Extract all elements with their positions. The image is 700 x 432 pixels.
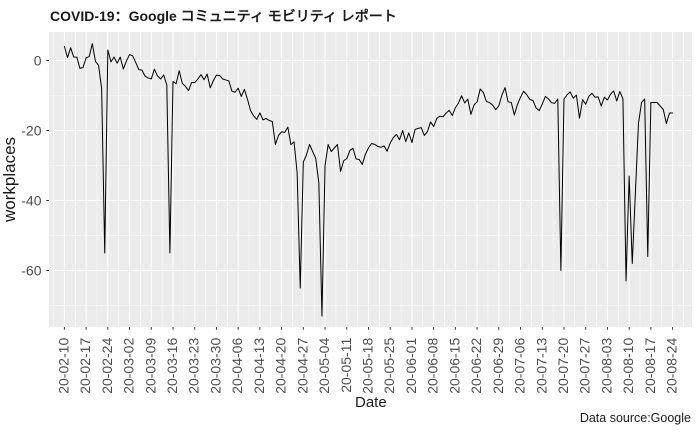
svg-text:20-07-20: 20-07-20	[555, 338, 571, 394]
svg-text:20-03-09: 20-03-09	[142, 338, 158, 394]
svg-text:20-08-03: 20-08-03	[598, 338, 614, 394]
svg-text:20-02-24: 20-02-24	[99, 338, 115, 394]
svg-text:-20: -20	[21, 123, 41, 139]
svg-text:-60: -60	[21, 263, 41, 279]
svg-text:20-04-06: 20-04-06	[229, 338, 245, 394]
svg-text:20-02-10: 20-02-10	[55, 338, 71, 394]
svg-text:20-06-29: 20-06-29	[490, 338, 506, 394]
svg-text:20-06-01: 20-06-01	[403, 338, 419, 394]
svg-text:20-03-16: 20-03-16	[164, 338, 180, 394]
svg-text:20-03-02: 20-03-02	[121, 338, 137, 394]
svg-text:20-03-30: 20-03-30	[207, 338, 223, 394]
svg-text:20-05-18: 20-05-18	[359, 338, 375, 394]
svg-text:20-02-17: 20-02-17	[77, 338, 93, 394]
svg-text:20-04-27: 20-04-27	[294, 338, 310, 394]
svg-text:20-04-20: 20-04-20	[273, 338, 289, 394]
svg-text:20-06-22: 20-06-22	[468, 338, 484, 394]
svg-text:20-07-06: 20-07-06	[512, 338, 528, 394]
svg-text:-40: -40	[21, 193, 41, 209]
svg-text:20-05-04: 20-05-04	[316, 338, 332, 394]
svg-text:20-08-10: 20-08-10	[620, 338, 636, 394]
svg-text:20-07-13: 20-07-13	[533, 338, 549, 394]
svg-text:20-03-23: 20-03-23	[186, 338, 202, 394]
svg-text:20-05-11: 20-05-11	[338, 338, 354, 393]
svg-text:20-04-13: 20-04-13	[251, 338, 267, 394]
svg-text:0: 0	[34, 53, 42, 69]
svg-text:20-05-25: 20-05-25	[381, 338, 397, 394]
svg-text:20-08-17: 20-08-17	[642, 338, 658, 394]
svg-text:20-08-24: 20-08-24	[664, 338, 680, 394]
svg-text:20-06-08: 20-06-08	[425, 338, 441, 394]
svg-text:20-06-15: 20-06-15	[446, 338, 462, 394]
svg-text:20-07-27: 20-07-27	[577, 338, 593, 394]
